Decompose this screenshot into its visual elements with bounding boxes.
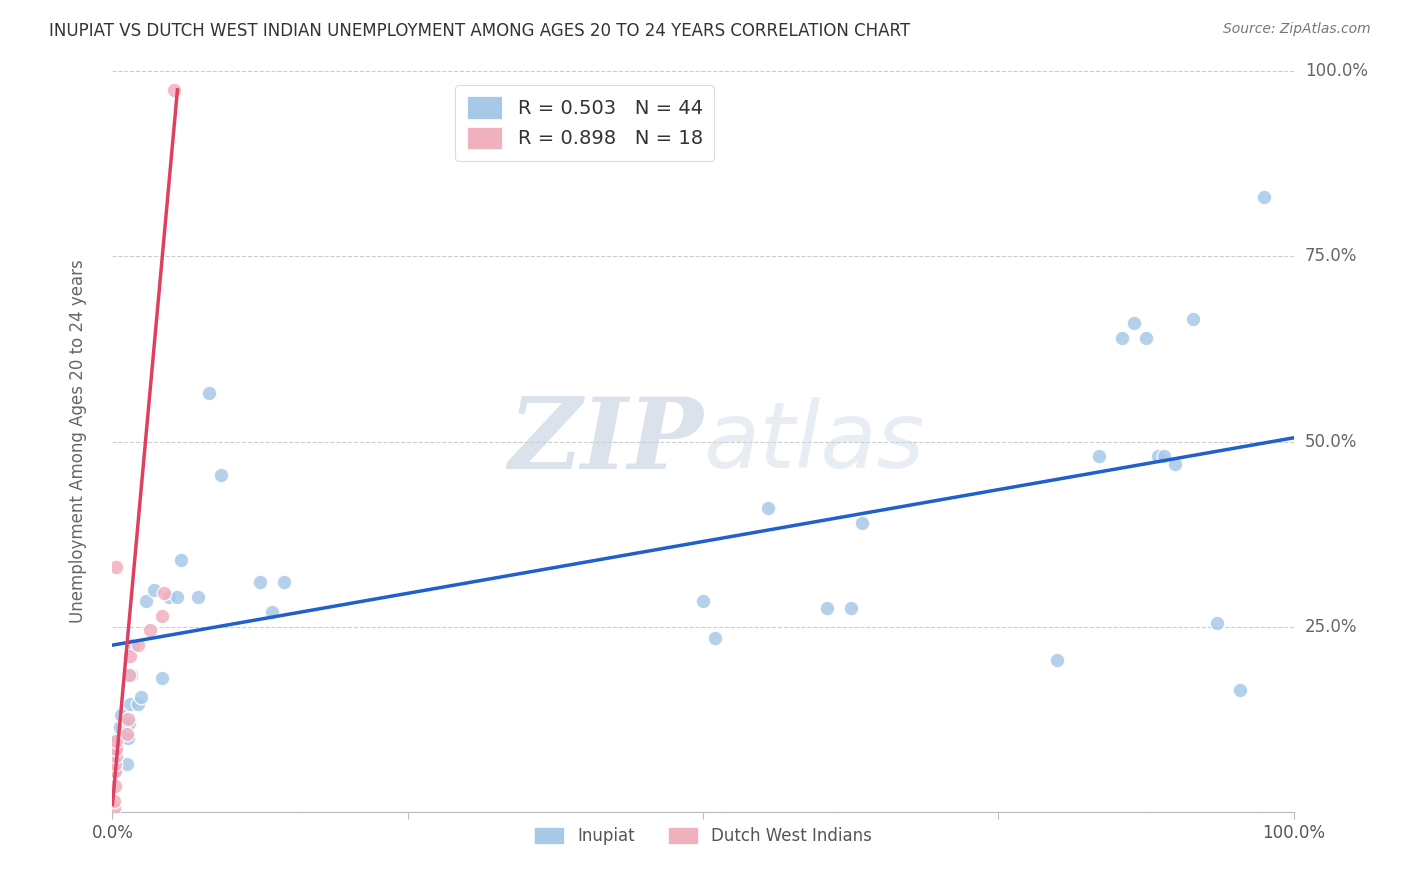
Point — [120, 667, 142, 681]
Point — [118, 715, 141, 730]
Point — [260, 605, 283, 619]
Point — [117, 731, 139, 745]
Point — [756, 501, 779, 516]
Point — [104, 764, 127, 778]
Point — [1205, 615, 1227, 630]
Point — [1164, 457, 1187, 471]
Text: atlas: atlas — [703, 397, 924, 486]
Point — [1123, 316, 1146, 330]
Point — [170, 553, 193, 567]
Point — [1087, 450, 1109, 464]
Point — [105, 756, 128, 771]
Point — [120, 698, 142, 712]
Point — [104, 764, 127, 778]
Point — [198, 386, 221, 401]
Point — [157, 590, 180, 604]
Point — [105, 560, 128, 574]
Text: INUPIAT VS DUTCH WEST INDIAN UNEMPLOYMENT AMONG AGES 20 TO 24 YEARS CORRELATION : INUPIAT VS DUTCH WEST INDIAN UNEMPLOYMEN… — [49, 22, 910, 40]
Point — [121, 638, 143, 652]
Point — [1111, 331, 1133, 345]
Point — [107, 731, 129, 745]
Point — [108, 720, 131, 734]
Point — [209, 467, 232, 482]
Point — [115, 756, 138, 771]
Point — [135, 593, 157, 607]
Point — [105, 738, 128, 752]
Point — [1046, 653, 1069, 667]
Point — [166, 590, 188, 604]
Point — [104, 756, 127, 771]
Point — [839, 601, 862, 615]
Text: 25.0%: 25.0% — [1305, 617, 1357, 636]
Point — [142, 582, 165, 597]
Point — [153, 586, 176, 600]
Point — [129, 690, 152, 704]
Point — [692, 593, 714, 607]
Point — [186, 590, 208, 604]
Point — [120, 649, 142, 664]
Text: 50.0%: 50.0% — [1305, 433, 1357, 450]
Point — [1229, 682, 1251, 697]
Text: ZIP: ZIP — [508, 393, 703, 490]
Point — [105, 734, 128, 748]
Point — [103, 801, 125, 815]
Text: 100.0%: 100.0% — [1305, 62, 1368, 80]
Point — [117, 712, 139, 726]
Point — [103, 794, 125, 808]
Point — [150, 672, 173, 686]
Point — [105, 741, 128, 756]
Point — [851, 516, 873, 530]
Legend: Inupiat, Dutch West Indians: Inupiat, Dutch West Indians — [527, 820, 879, 852]
Point — [249, 575, 271, 590]
Text: 75.0%: 75.0% — [1305, 247, 1357, 266]
Point — [150, 608, 173, 623]
Point — [815, 601, 838, 615]
Point — [1135, 331, 1157, 345]
Point — [115, 727, 138, 741]
Point — [110, 708, 132, 723]
Point — [104, 779, 127, 793]
Point — [1153, 450, 1175, 464]
Point — [273, 575, 295, 590]
Point — [139, 624, 162, 638]
Point — [703, 631, 725, 645]
Y-axis label: Unemployment Among Ages 20 to 24 years: Unemployment Among Ages 20 to 24 years — [69, 260, 87, 624]
Point — [163, 83, 186, 97]
Point — [127, 698, 149, 712]
Point — [118, 667, 141, 681]
Point — [105, 749, 128, 764]
Point — [1253, 190, 1275, 204]
Point — [127, 638, 149, 652]
Point — [1146, 450, 1168, 464]
Point — [1182, 312, 1205, 326]
Text: Source: ZipAtlas.com: Source: ZipAtlas.com — [1223, 22, 1371, 37]
